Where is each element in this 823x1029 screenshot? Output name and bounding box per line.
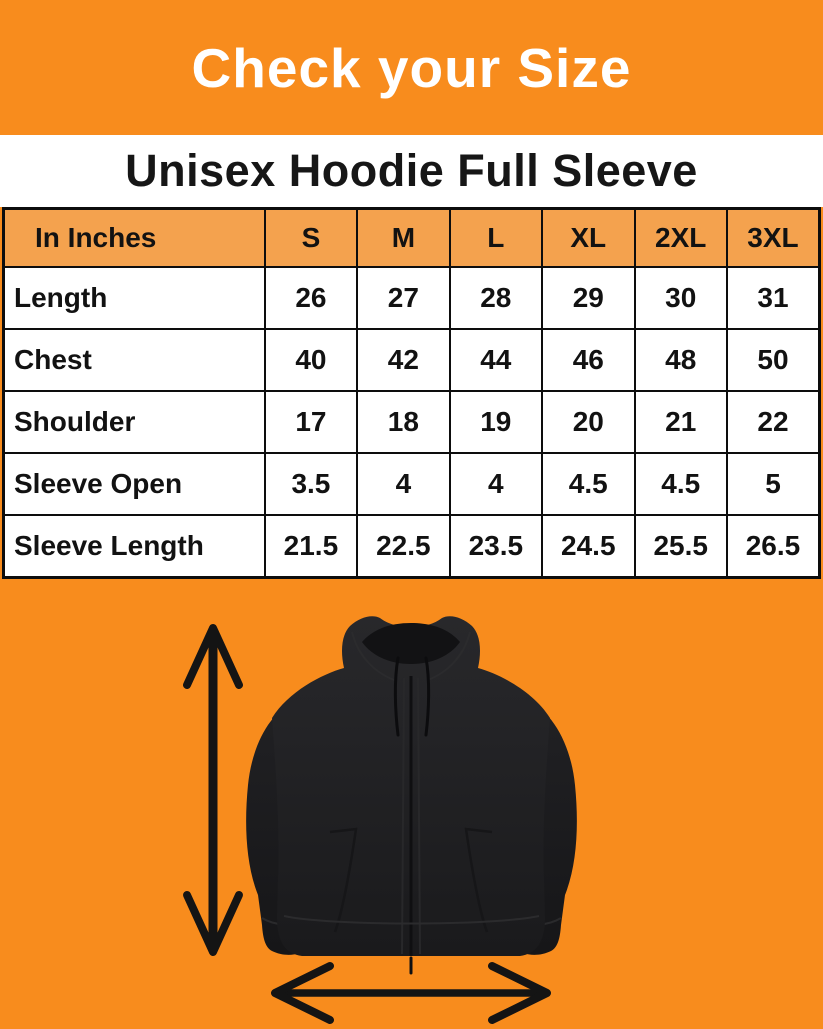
size-value-cell: 23.5 [448,514,544,579]
size-value-cell: 17 [263,390,359,454]
size-value-cell: 24.5 [541,514,636,579]
size-value-cell: 27 [356,266,451,330]
hood-interior [362,623,460,664]
size-value-cell: 26 [263,266,359,330]
size-value-cell: 4.5 [633,452,728,516]
size-value-cell: 40 [263,328,359,392]
measurement-row: Shoulder 17 18 19 20 21 22 [2,390,821,454]
measurement-label: Sleeve Length [2,514,266,579]
vertical-double-arrow-icon [183,624,243,956]
drawstring-left [393,656,400,737]
size-value-cell: 46 [541,328,636,392]
measurement-row: Chest 40 42 44 46 48 50 [2,328,821,392]
size-header-cell: L [448,207,544,268]
size-value-cell: 50 [725,328,821,392]
size-value-cell: 4 [448,452,544,516]
product-title: Unisex Hoodie Full Sleeve [125,145,698,196]
size-value-cell: 44 [448,328,544,392]
size-header-cell: M [356,207,451,268]
pocket-left [329,827,358,933]
size-table: In Inches S M L XL 2XL 3XL Length 26 27 … [2,207,821,579]
size-value-cell: 22 [725,390,821,454]
measurement-label: Sleeve Open [2,452,266,516]
size-header-cell: S [263,207,359,268]
measurement-row: Length 26 27 28 29 30 31 [2,266,821,330]
size-value-cell: 4 [356,452,451,516]
size-header-cell: 3XL [725,207,821,268]
size-value-cell: 20 [541,390,636,454]
measurement-label: Length [2,266,266,330]
drawstring-right [424,656,431,737]
measurement-label: Shoulder [2,390,266,454]
zipper [401,676,421,975]
size-table-section: In Inches S M L XL 2XL 3XL Length 26 27 … [0,207,823,580]
size-value-cell: 25.5 [633,514,728,579]
size-value-cell: 19 [448,390,544,454]
pocket-right [464,827,493,933]
figure-band [0,580,823,1029]
measurement-row: Sleeve Length 21.5 22.5 23.5 24.5 25.5 2… [2,514,821,579]
size-header-cell: XL [541,207,636,268]
product-title-band: Unisex Hoodie Full Sleeve [0,135,823,207]
size-value-cell: 30 [633,266,728,330]
page-title: Check your Size [191,36,632,99]
size-value-cell: 42 [356,328,451,392]
header-band: Check your Size [0,0,823,135]
size-value-cell: 3.5 [263,452,359,516]
horizontal-double-arrow-icon [271,962,551,1024]
size-value-cell: 29 [541,266,636,330]
size-value-cell: 28 [448,266,544,330]
hood [351,631,471,681]
table-header-row: In Inches S M L XL 2XL 3XL [2,207,821,268]
size-value-cell: 4.5 [541,452,636,516]
size-value-cell: 21.5 [263,514,359,579]
size-header-cell: 2XL [633,207,728,268]
measurement-label: Chest [2,328,266,392]
unit-header-cell: In Inches [2,207,266,268]
size-value-cell: 21 [633,390,728,454]
size-value-cell: 48 [633,328,728,392]
measurement-row: Sleeve Open 3.5 4 4 4.5 4.5 5 [2,452,821,516]
size-value-cell: 31 [725,266,821,330]
size-value-cell: 18 [356,390,451,454]
hem-seam [283,915,540,925]
size-value-cell: 26.5 [725,514,821,579]
size-value-cell: 22.5 [356,514,451,579]
size-value-cell: 5 [725,452,821,516]
hoodie-illustration [183,616,577,1024]
